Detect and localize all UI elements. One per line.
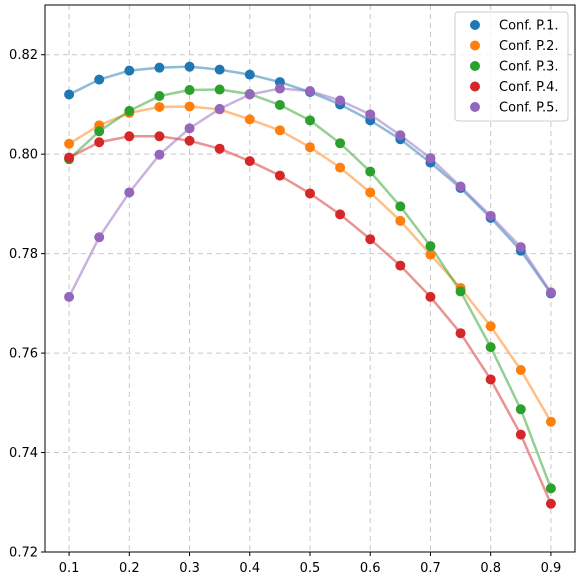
- data-point-series-3: [94, 126, 105, 137]
- x-tick-label: 0.1: [59, 561, 80, 576]
- data-point-series-3: [545, 483, 556, 494]
- data-point-series-4: [184, 135, 195, 146]
- data-point-series-4: [515, 429, 526, 440]
- y-tick-label: 0.80: [9, 148, 38, 163]
- data-point-series-5: [425, 153, 436, 164]
- data-point-series-3: [154, 91, 165, 102]
- data-point-series-2: [335, 162, 346, 173]
- data-point-series-4: [485, 374, 496, 385]
- y-tick-label: 0.74: [9, 446, 38, 461]
- legend-label: Conf. P.3.: [499, 60, 559, 75]
- legend-label: Conf. P.2.: [499, 39, 559, 54]
- data-point-series-5: [94, 232, 105, 243]
- data-point-series-1: [244, 69, 255, 80]
- y-tick-label: 0.78: [9, 247, 38, 262]
- data-point-series-5: [395, 130, 406, 141]
- x-tick-label: 0.8: [480, 561, 501, 576]
- y-tick-label: 0.82: [9, 48, 38, 63]
- data-point-series-5: [214, 103, 225, 114]
- data-point-series-3: [485, 342, 496, 353]
- legend-label: Conf. P.4.: [499, 80, 559, 95]
- data-point-series-4: [305, 188, 315, 199]
- data-point-series-5: [515, 242, 526, 253]
- x-tick-label: 0.6: [360, 561, 381, 576]
- data-point-series-3: [305, 115, 315, 126]
- data-point-series-1: [64, 89, 75, 100]
- data-point-series-4: [395, 260, 406, 271]
- data-point-series-4: [64, 152, 75, 163]
- data-point-series-4: [214, 143, 225, 154]
- data-point-series-2: [305, 142, 315, 153]
- legend-label: Conf. P.5.: [499, 101, 559, 116]
- data-point-series-4: [335, 209, 346, 220]
- legend-marker: [470, 61, 480, 71]
- data-point-series-4: [545, 498, 556, 509]
- data-point-series-1: [214, 64, 225, 75]
- x-tick-label: 0.9: [541, 561, 562, 576]
- data-point-series-5: [485, 210, 496, 221]
- axis-ticks: 0.1 0.2 0.3 0.4 0.5 0.6 0.7 0.8 0.9 0.72 0.74 0.76 0…: [9, 48, 561, 576]
- data-point-series-2: [274, 125, 285, 136]
- data-point-series-1: [184, 61, 195, 72]
- data-point-series-5: [335, 95, 346, 106]
- legend-box: [454, 11, 569, 122]
- data-point-series-4: [154, 131, 165, 142]
- data-point-series-2: [425, 249, 436, 260]
- data-point-series-3: [395, 201, 406, 212]
- data-point-series-5: [124, 187, 135, 198]
- data-point-series-5: [365, 109, 376, 120]
- data-point-series-3: [335, 138, 346, 149]
- data-point-series-2: [184, 101, 195, 112]
- data-point-series-1: [154, 62, 165, 73]
- data-point-series-4: [365, 234, 376, 245]
- data-point-series-5: [154, 149, 165, 160]
- legend: Conf. P.1. Conf. P.2. Conf. P.3. Conf. P.4.…: [454, 11, 569, 122]
- legend-marker: [470, 102, 480, 112]
- data-point-series-2: [244, 114, 255, 125]
- data-point-series-4: [425, 291, 436, 302]
- data-point-series-2: [365, 187, 376, 198]
- data-point-series-2: [64, 138, 75, 149]
- x-tick-label: 0.7: [420, 561, 441, 576]
- data-point-series-3: [124, 105, 135, 116]
- data-point-series-1: [124, 65, 135, 76]
- data-point-series-5: [244, 89, 255, 100]
- data-point-series-5: [545, 287, 556, 298]
- data-point-series-2: [395, 215, 406, 226]
- y-tick-label: 0.76: [9, 347, 38, 362]
- legend-marker: [470, 81, 480, 92]
- data-point-series-5: [305, 86, 315, 97]
- legend-marker: [470, 20, 480, 30]
- data-point-series-5: [455, 181, 466, 192]
- data-point-series-2: [485, 321, 496, 332]
- x-tick-label: 0.4: [239, 561, 260, 576]
- data-point-series-2: [515, 364, 526, 375]
- data-point-series-4: [94, 137, 105, 148]
- data-point-series-1: [94, 74, 105, 85]
- data-point-series-4: [244, 156, 255, 167]
- x-tick-label: 0.5: [300, 561, 321, 576]
- data-point-series-3: [274, 99, 285, 110]
- data-point-series-3: [184, 85, 195, 96]
- data-point-series-2: [545, 416, 556, 427]
- legend-marker: [470, 40, 480, 51]
- x-tick-label: 0.2: [119, 561, 140, 576]
- data-point-series-3: [515, 404, 526, 415]
- legend-label: Conf. P.1.: [499, 19, 559, 34]
- x-tick-label: 0.3: [179, 561, 200, 576]
- data-point-series-5: [64, 291, 75, 302]
- series-points: [64, 61, 556, 509]
- data-point-series-3: [365, 166, 376, 177]
- data-point-series-4: [455, 328, 466, 339]
- data-point-series-3: [455, 286, 466, 297]
- data-point-series-4: [124, 131, 135, 142]
- data-point-series-2: [154, 101, 165, 112]
- data-point-series-5: [274, 83, 285, 94]
- data-point-series-3: [425, 241, 436, 252]
- data-point-series-5: [184, 123, 195, 134]
- data-point-series-4: [274, 170, 285, 181]
- y-tick-label: 0.72: [9, 546, 38, 561]
- data-point-series-3: [214, 84, 225, 95]
